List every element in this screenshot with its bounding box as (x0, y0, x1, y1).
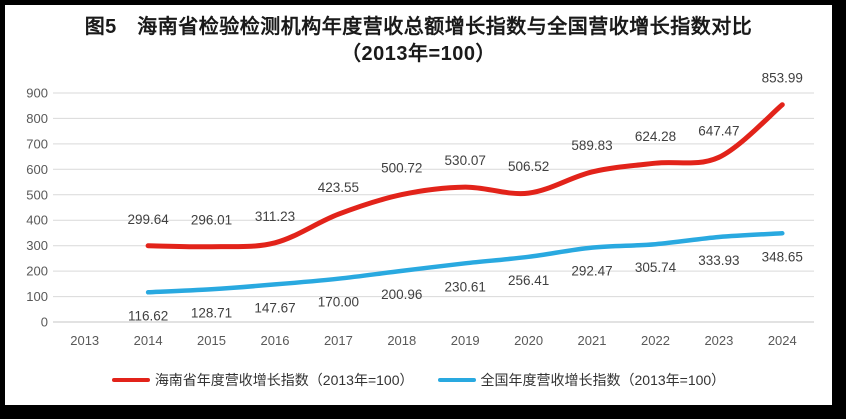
y-axis-tick-label: 900 (26, 86, 48, 101)
x-axis-tick-label: 2024 (768, 333, 797, 348)
national-index-data-label: 292.47 (571, 264, 612, 279)
chart-title: 图5 海南省检验检测机构年度营收总额增长指数与全国营收增长指数对比 （2013年… (5, 14, 832, 68)
national-index-data-label: 348.65 (762, 249, 803, 264)
hainan-index-line (145, 102, 785, 250)
y-axis-tick-label: 200 (26, 264, 48, 279)
national-index-data-label: 230.61 (445, 279, 486, 294)
x-axis-tick-label: 2021 (578, 333, 607, 348)
hainan-index-data-label: 853.99 (762, 71, 803, 86)
national-index-data-label: 170.00 (318, 295, 359, 310)
hainan-index-data-label: 311.23 (255, 209, 295, 224)
legend-label-hainan: 海南省年度营收增长指数（2013年=100） (154, 372, 414, 388)
national-index-data-label: 200.96 (381, 287, 422, 302)
y-axis-tick-label: 300 (26, 238, 48, 253)
hainan-index-data-label: 530.07 (445, 153, 486, 168)
hainan-index-data-label: 589.83 (571, 138, 612, 153)
x-axis-tick-label: 2022 (641, 333, 670, 348)
y-axis-tick-label: 700 (26, 136, 48, 151)
x-axis-tick-label: 2023 (704, 333, 733, 348)
y-axis-tick-label: 0 (41, 315, 48, 330)
chart-background (5, 5, 832, 405)
national-index-data-label: 256.41 (508, 273, 549, 288)
hainan-index-data-label: 299.64 (127, 212, 169, 227)
x-axis-tick-label: 2016 (261, 333, 290, 348)
x-axis-tick-label: 2018 (387, 333, 416, 348)
chart-title-line2: （2013年=100） (340, 43, 497, 65)
hainan-index-data-label: 506.52 (508, 159, 549, 174)
hainan-index-data-label: 296.01 (191, 213, 232, 228)
hainan-index-data-label: 647.47 (698, 123, 739, 138)
x-axis-tick-label: 2014 (134, 333, 163, 348)
hainan-index-data-label: 500.72 (381, 161, 422, 176)
chart-legend: 海南省年度营收增长指数（2013年=100） 全国年度营收增长指数（2013年=… (5, 370, 832, 390)
national-index-data-label: 333.93 (698, 253, 739, 268)
x-axis-tick-label: 2020 (514, 333, 543, 348)
line-chart-plot-area: 0 100 200 300 400 500 600 700 800 900 2013 2014 2015… (26, 71, 814, 348)
national-index-data-label: 128.71 (191, 305, 232, 320)
legend-item-national-index: 全国年度营收增长指数（2013年=100） (437, 370, 726, 390)
x-axis-tick-label: 2013 (70, 333, 99, 348)
x-axis-tick-label: 2015 (197, 333, 226, 348)
legend-line-swatch-national (437, 378, 476, 382)
hainan-index-data-label: 624.28 (635, 129, 676, 144)
chart-title-line1: 图5 海南省检验检测机构年度营收总额增长指数与全国营收增长指数对比 (84, 16, 753, 38)
national-index-data-label: 305.74 (635, 260, 677, 275)
legend-line-swatch-hainan (111, 378, 150, 382)
hainan-index-data-label: 423.55 (318, 180, 359, 195)
legend-item-hainan-index: 海南省年度营收增长指数（2013年=100） (111, 370, 414, 390)
y-axis-tick-label: 400 (26, 213, 48, 228)
y-axis-tick-label: 600 (26, 162, 48, 177)
y-axis-tick-label: 800 (26, 111, 48, 126)
x-axis-tick-label: 2019 (451, 333, 480, 348)
y-axis-tick-label: 500 (26, 187, 48, 202)
national-index-data-label: 147.67 (254, 300, 295, 315)
national-index-data-label: 116.62 (128, 308, 168, 323)
y-axis-tick-label: 100 (26, 289, 48, 304)
legend-label-national: 全国年度营收增长指数（2013年=100） (480, 372, 726, 388)
national-index-line (145, 231, 785, 295)
x-axis-tick-label: 2017 (324, 333, 353, 348)
